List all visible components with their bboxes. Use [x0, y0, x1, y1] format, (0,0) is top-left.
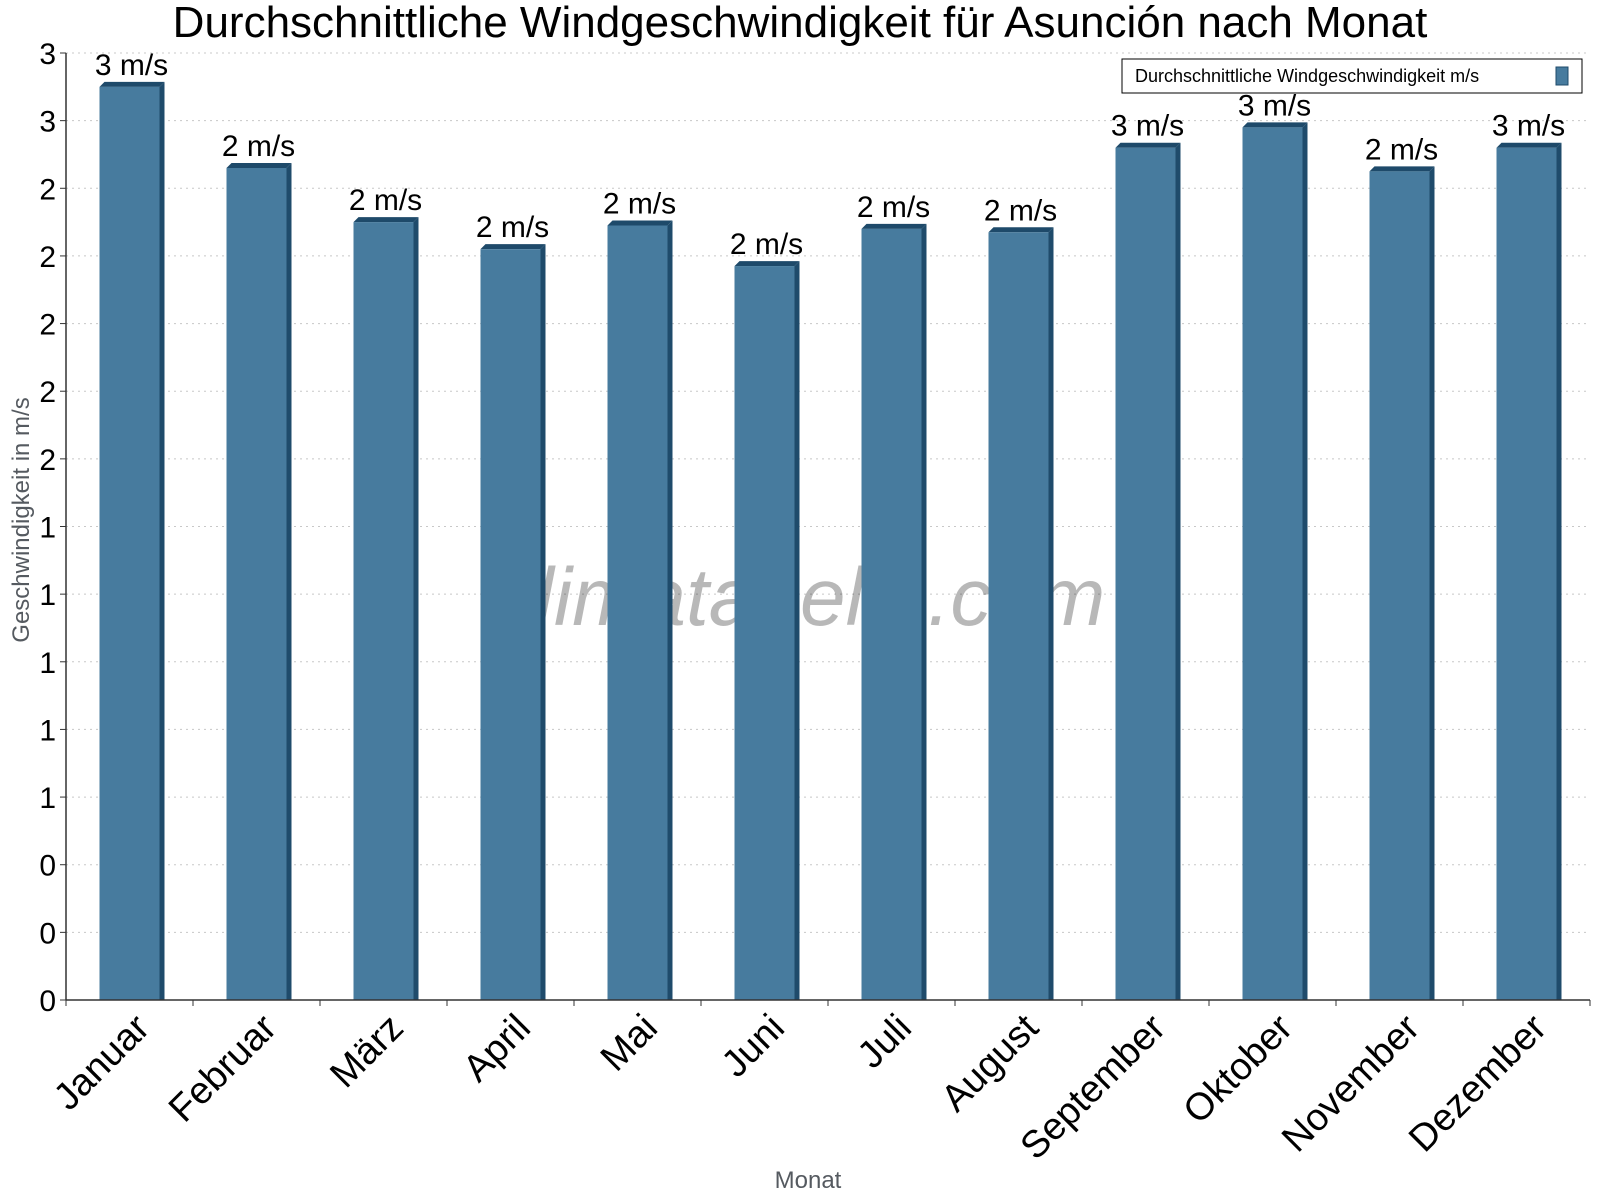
data-label: 2 m/s: [603, 187, 676, 220]
x-axis-title: Monat: [775, 1167, 842, 1194]
bar-side: [1302, 122, 1308, 1000]
bar-side: [540, 244, 546, 1000]
bar-front: [1242, 127, 1303, 1000]
data-label: 2 m/s: [857, 191, 930, 224]
chart-title: Durchschnittliche Windgeschwindigkeit fü…: [173, 0, 1428, 47]
bar-front: [734, 266, 795, 1000]
bar-side: [286, 162, 292, 1000]
bar-top: [861, 223, 927, 229]
bar-oktober: [1242, 122, 1308, 1000]
legend: Durchschnittliche Windgeschwindigkeit m/…: [1121, 58, 1583, 94]
bars: [99, 81, 1562, 1001]
bar-side: [1556, 142, 1562, 1000]
bar-juli: [861, 223, 927, 1000]
bar-august: [988, 227, 1054, 1001]
bar-front: [353, 222, 414, 1000]
data-label: 3 m/s: [1238, 89, 1311, 122]
x-category-label: Juni: [714, 1007, 793, 1086]
bar-top: [1115, 142, 1181, 148]
bar-top: [988, 227, 1054, 233]
y-tick-label: 3: [39, 38, 56, 71]
data-label: 2 m/s: [349, 184, 422, 217]
y-tick-label: 2: [39, 444, 56, 477]
x-category-label: Mai: [593, 1007, 666, 1080]
bar-front: [1115, 147, 1176, 1000]
bar-top: [226, 162, 292, 168]
bar-side: [1048, 227, 1054, 1001]
y-tick-label: 1: [39, 579, 56, 612]
bar-front: [226, 167, 287, 1000]
bar-top: [99, 81, 165, 87]
y-tick-label: 2: [39, 309, 56, 342]
bar-september: [1115, 142, 1181, 1000]
bar-januar: [99, 81, 165, 1001]
y-tick-label: 2: [39, 376, 56, 409]
x-category-label: Juli: [850, 1007, 920, 1077]
data-label: 2 m/s: [1365, 133, 1438, 166]
bar-top: [480, 244, 546, 250]
data-label: 2 m/s: [222, 130, 295, 163]
data-label: 2 m/s: [730, 228, 803, 261]
bar-side: [159, 81, 165, 1001]
y-tick-label: 0: [39, 917, 56, 950]
y-tick-label: 1: [39, 647, 56, 680]
data-label: 3 m/s: [95, 49, 168, 82]
data-label: 3 m/s: [1492, 110, 1565, 143]
bar-top: [1369, 166, 1435, 172]
y-tick-label: 1: [39, 714, 56, 747]
x-category-label: November: [1274, 1006, 1428, 1160]
bar-märz: [353, 217, 419, 1000]
bar-side: [921, 223, 927, 1000]
bar-mai: [607, 220, 673, 1001]
y-tick-label: 2: [39, 173, 56, 206]
bar-side: [413, 217, 419, 1000]
legend-box: [1121, 58, 1583, 94]
bar-side: [1175, 142, 1181, 1000]
data-label: 2 m/s: [476, 211, 549, 244]
y-axis-title: Geschwindigkeit in m/s: [8, 397, 35, 642]
y-tick-label: 1: [39, 782, 56, 815]
x-category-label: März: [322, 1007, 411, 1096]
bar-juni: [734, 261, 800, 1000]
bar-november: [1369, 166, 1435, 1000]
x-category-label: August: [934, 1006, 1048, 1120]
bar-dezember: [1496, 142, 1562, 1000]
bar-front: [988, 232, 1049, 1001]
y-tick-label: 2: [39, 241, 56, 274]
legend-swatch: [1555, 66, 1569, 86]
bar-top: [1242, 122, 1308, 128]
y-tick-label: 0: [39, 985, 56, 1018]
bar-februar: [226, 162, 292, 1000]
legend-series-name: Durchschnittliche Windgeschwindigkeit m/…: [1135, 66, 1479, 86]
bar-front: [861, 228, 922, 1000]
y-tick-label: 3: [39, 106, 56, 139]
bar-april: [480, 244, 546, 1000]
bar-side: [1429, 166, 1435, 1000]
x-category-label: Januar: [46, 1006, 158, 1118]
x-category-label: Dezember: [1401, 1006, 1555, 1160]
bar-top: [1496, 142, 1562, 148]
bar-front: [1369, 171, 1430, 1000]
bar-front: [480, 249, 541, 1000]
x-category-label: Oktober: [1176, 1006, 1302, 1132]
bar-front: [99, 86, 160, 1001]
data-label: 2 m/s: [984, 194, 1057, 227]
x-category-label: Februar: [161, 1006, 285, 1130]
axes: [60, 52, 1591, 1006]
bar-front: [607, 225, 668, 1001]
bar-side: [794, 261, 800, 1000]
bar-top: [353, 217, 419, 223]
data-label: 3 m/s: [1111, 110, 1184, 143]
y-tick-label: 0: [39, 850, 56, 883]
x-category-label: April: [455, 1007, 538, 1090]
bar-front: [1496, 147, 1557, 1000]
bar-top: [607, 220, 673, 226]
y-tick-label: 1: [39, 512, 56, 545]
bar-side: [667, 220, 673, 1001]
grid-lines: [66, 52, 1590, 933]
bar-top: [734, 261, 800, 267]
